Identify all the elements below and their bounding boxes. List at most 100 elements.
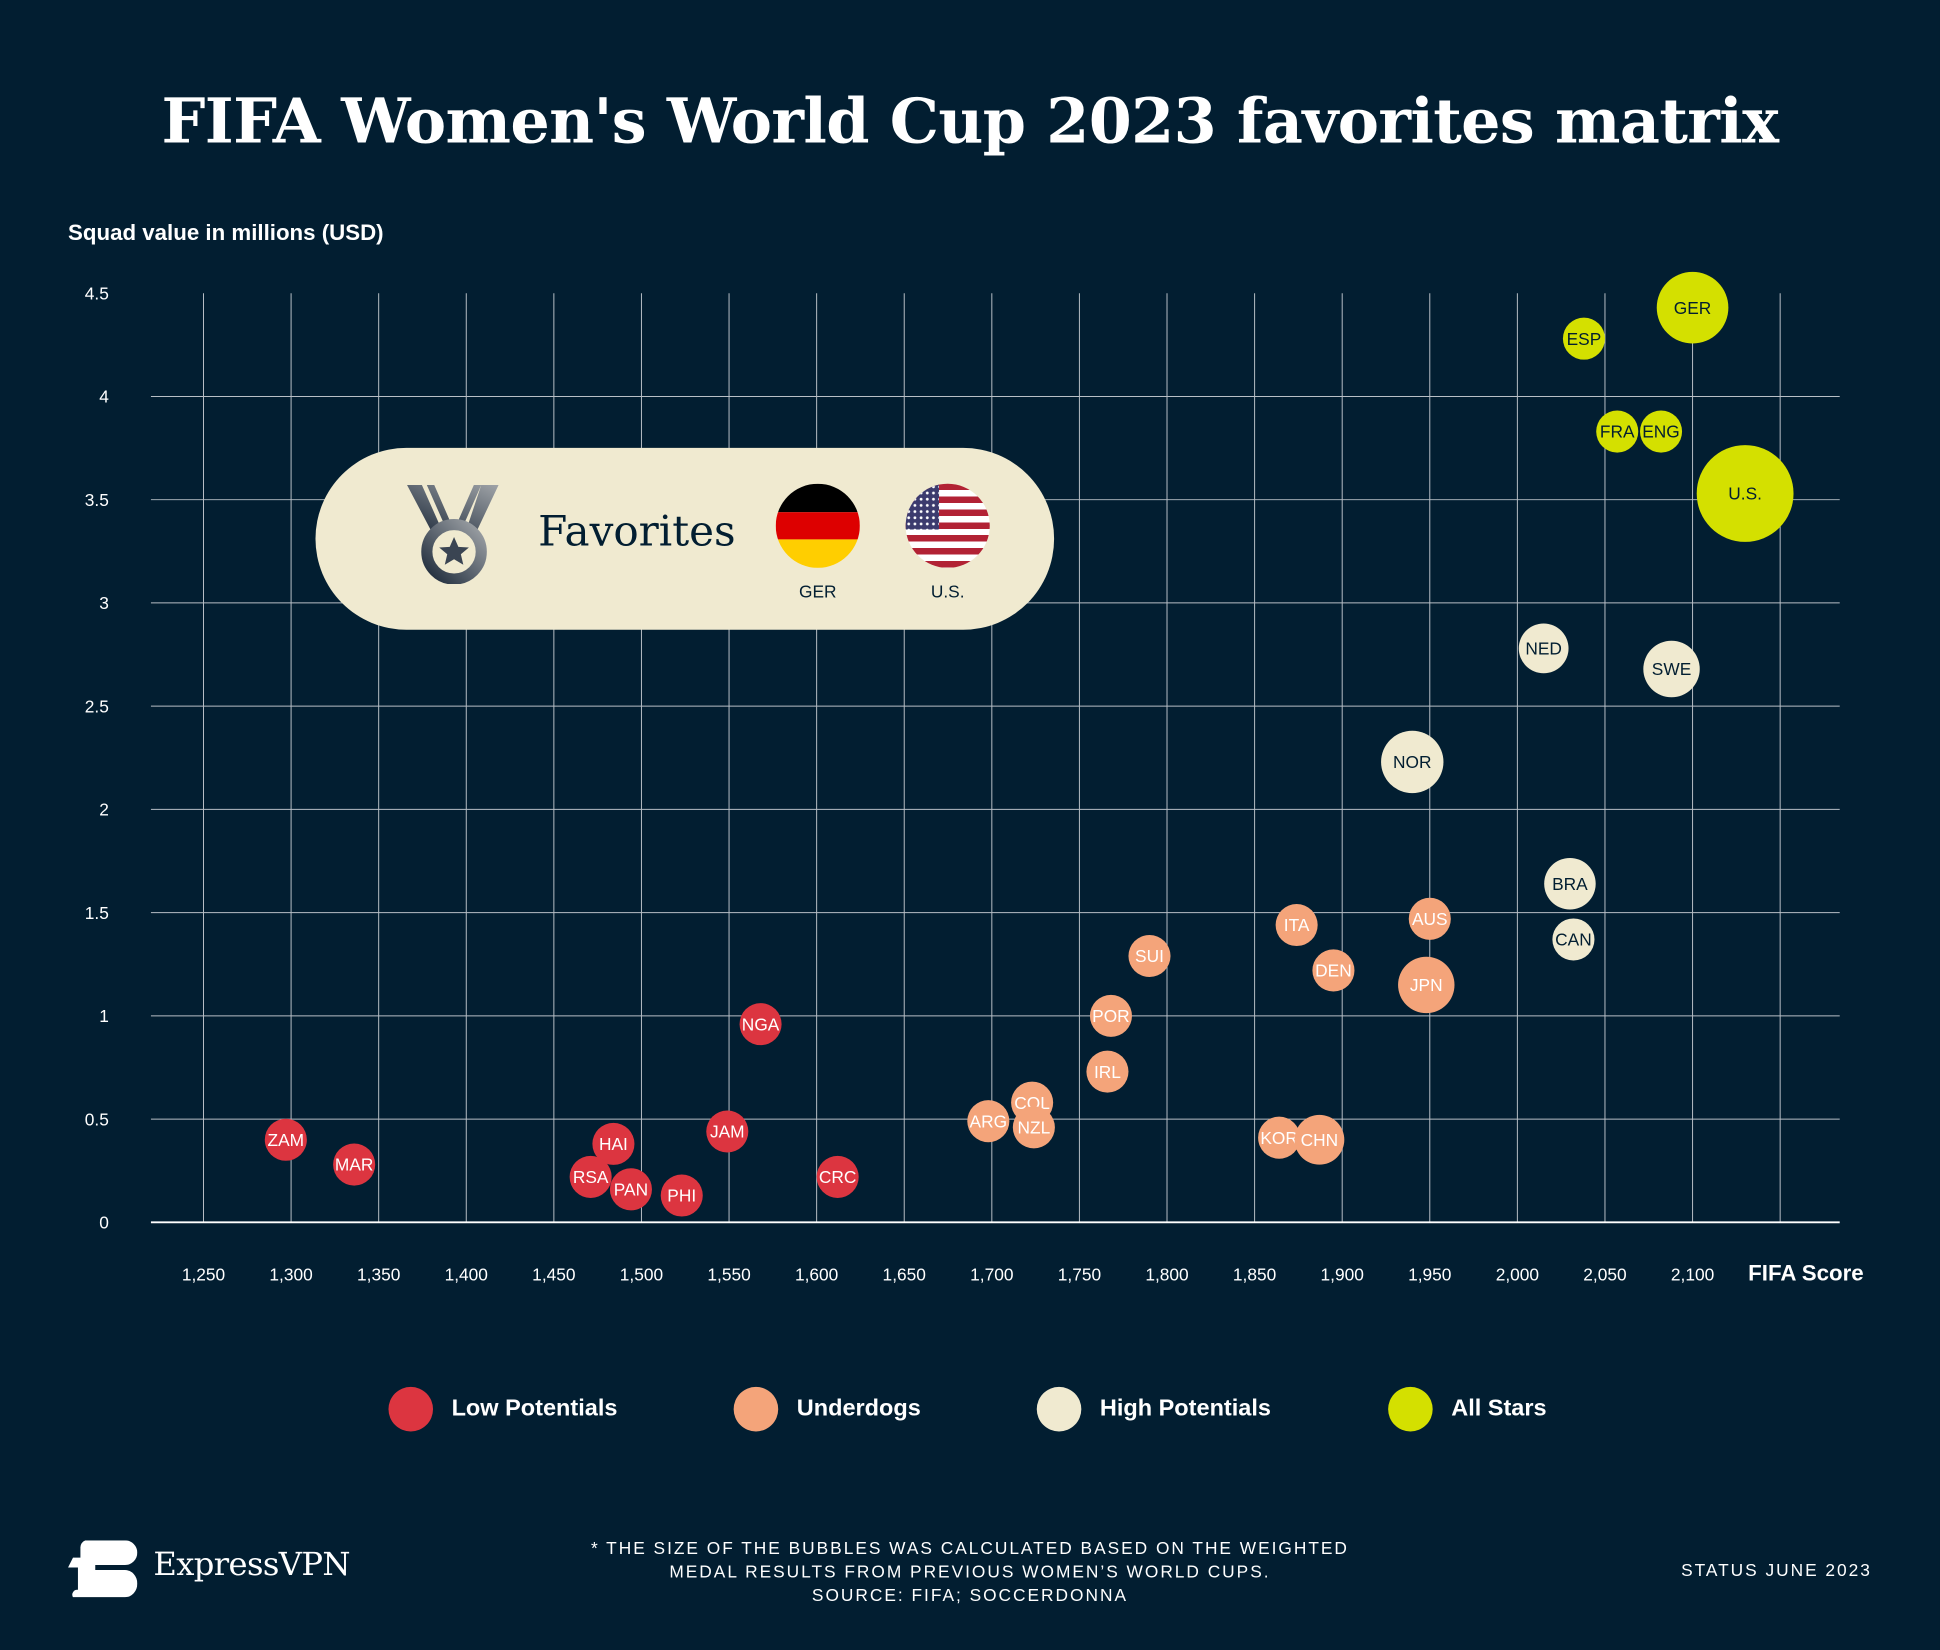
legend-swatch — [733, 1386, 779, 1432]
bubble-label: ZAM — [268, 1130, 305, 1150]
x-tick-label: 1,500 — [620, 1265, 663, 1285]
y-tick-label: 4 — [99, 387, 109, 407]
data-bubble — [1089, 994, 1132, 1037]
data-bubble — [1294, 1114, 1345, 1165]
expressvpn-logo-icon — [68, 1540, 138, 1598]
y-tick-label: 2.5 — [85, 696, 109, 716]
data-bubble — [1128, 934, 1171, 978]
bubble-label: SWE — [1652, 659, 1691, 679]
data-bubble — [1544, 857, 1596, 910]
y-tick-label: 1 — [99, 1006, 109, 1026]
data-bubble — [967, 1100, 1010, 1143]
bubble-label: NED — [1525, 639, 1562, 659]
footnote: * THE SIZE OF THE BUBBLES WAS CALCULATED… — [0, 1537, 1940, 1608]
bubble-label: U.S. — [1728, 484, 1762, 504]
x-tick-label: 1,650 — [883, 1265, 926, 1285]
data-bubble — [592, 1122, 635, 1165]
bubble-label: SUI — [1135, 946, 1164, 966]
x-tick-label: 1,950 — [1408, 1265, 1451, 1285]
favorite-team-label: U.S. — [930, 581, 965, 602]
legend-label: Underdogs — [796, 1395, 921, 1422]
bubble-label: KOR — [1260, 1128, 1298, 1148]
data-bubble — [569, 1155, 612, 1198]
data-bubble — [1656, 271, 1729, 344]
x-tick-label: 1,400 — [445, 1265, 488, 1285]
bubble-label: DEN — [1315, 961, 1352, 981]
footnote-line: MEDAL RESULTS FROM PREVIOUS WOMEN’S WORL… — [669, 1561, 1271, 1582]
bubble-label: HAI — [599, 1134, 628, 1154]
data-bubble — [1639, 410, 1683, 453]
x-tick-label: 1,350 — [357, 1265, 400, 1285]
x-tick-label: 1,450 — [532, 1265, 575, 1285]
bubble-label: ITA — [1284, 915, 1310, 935]
bubble-label: NGA — [742, 1014, 780, 1034]
data-bubble — [706, 1110, 749, 1153]
bubble-label: AUS — [1412, 909, 1448, 929]
data-bubble — [1696, 445, 1794, 542]
y-tick-label: 1.5 — [85, 903, 109, 923]
bubble-label: NZL — [1018, 1118, 1051, 1138]
favorites-callout: Favorites GER U.S. — [315, 447, 1055, 630]
data-bubble — [1312, 949, 1355, 992]
bubble-label: JPN — [1410, 975, 1443, 995]
bubble-label: ESP — [1567, 329, 1602, 349]
data-bubble — [264, 1118, 307, 1161]
y-tick-label: 3.5 — [85, 490, 109, 510]
legend-label: High Potentials — [1099, 1395, 1271, 1422]
data-bubble — [1275, 903, 1318, 947]
medal-icon — [407, 484, 499, 584]
y-tick-label: 0.5 — [85, 1109, 109, 1129]
usa-flag-icon — [905, 483, 990, 568]
x-tick-label: 1,600 — [795, 1265, 838, 1285]
data-bubble — [1643, 640, 1700, 698]
legend-item: High Potentials — [1036, 1386, 1271, 1432]
x-axis-label: FIFA Score — [1748, 1260, 1864, 1286]
bubble-label: RSA — [573, 1167, 609, 1187]
bubble-label: MAR — [335, 1155, 373, 1175]
bubble-label: FRA — [1600, 422, 1635, 442]
data-bubble — [1562, 317, 1605, 360]
legend-item: All Stars — [1388, 1386, 1547, 1432]
x-tick-label: 1,850 — [1233, 1265, 1276, 1285]
bubble-label: ARG — [970, 1111, 1008, 1131]
footnote-source: SOURCE: FIFA; SOCCERDONNA — [811, 1584, 1128, 1605]
bubble-chart: 0 0.5 1 1.5 2 2.5 3 3.5 4 4.5 1,250 1,300 1,350 1,400… — [85, 271, 1840, 1285]
brand-name: ExpressVPN — [153, 1546, 350, 1584]
x-tick-label: 1,750 — [1058, 1265, 1101, 1285]
data-bubble — [1596, 410, 1639, 453]
y-axis-label: Squad value in millions (USD) — [68, 220, 384, 245]
favorites-label: Favorites — [538, 507, 736, 557]
x-tick-label: 1,250 — [182, 1265, 225, 1285]
data-bubble — [1552, 918, 1595, 961]
x-tick-label: 1,550 — [707, 1265, 750, 1285]
x-tick-label: 2,100 — [1671, 1265, 1714, 1285]
data-bubble — [333, 1143, 376, 1186]
y-tick-label: 0 — [99, 1213, 109, 1233]
bubble-label: POR — [1092, 1006, 1130, 1026]
legend-swatch — [388, 1386, 434, 1432]
germany-flag-icon — [775, 483, 860, 568]
bubble-label: GER — [1674, 298, 1712, 318]
legend-item: Underdogs — [733, 1386, 921, 1432]
legend-label: All Stars — [1451, 1395, 1547, 1422]
data-bubble — [1258, 1116, 1301, 1159]
data-bubble — [739, 1003, 782, 1046]
legend-swatch — [1388, 1386, 1433, 1432]
y-tick-label: 2 — [99, 800, 109, 820]
x-tick-label: 2,050 — [1583, 1265, 1626, 1285]
bubble-label: CAN — [1555, 930, 1592, 950]
data-bubble — [1398, 956, 1455, 1014]
x-tick-label: 1,900 — [1321, 1265, 1364, 1285]
y-tick-label: 4.5 — [85, 283, 109, 303]
legend: Low Potentials Underdogs High Potentials… — [0, 1386, 1940, 1436]
bubble-label: CRC — [819, 1167, 857, 1187]
bubble-label: PHI — [667, 1186, 696, 1206]
data-bubble — [609, 1168, 652, 1211]
legend-swatch — [1036, 1386, 1082, 1432]
status-date: STATUS JUNE 2023 — [1681, 1560, 1872, 1580]
footnote-line: * THE SIZE OF THE BUBBLES WAS CALCULATED… — [590, 1537, 1349, 1558]
data-bubble — [1086, 1050, 1129, 1093]
data-bubble — [660, 1174, 703, 1217]
y-tick-label: 3 — [99, 593, 109, 613]
